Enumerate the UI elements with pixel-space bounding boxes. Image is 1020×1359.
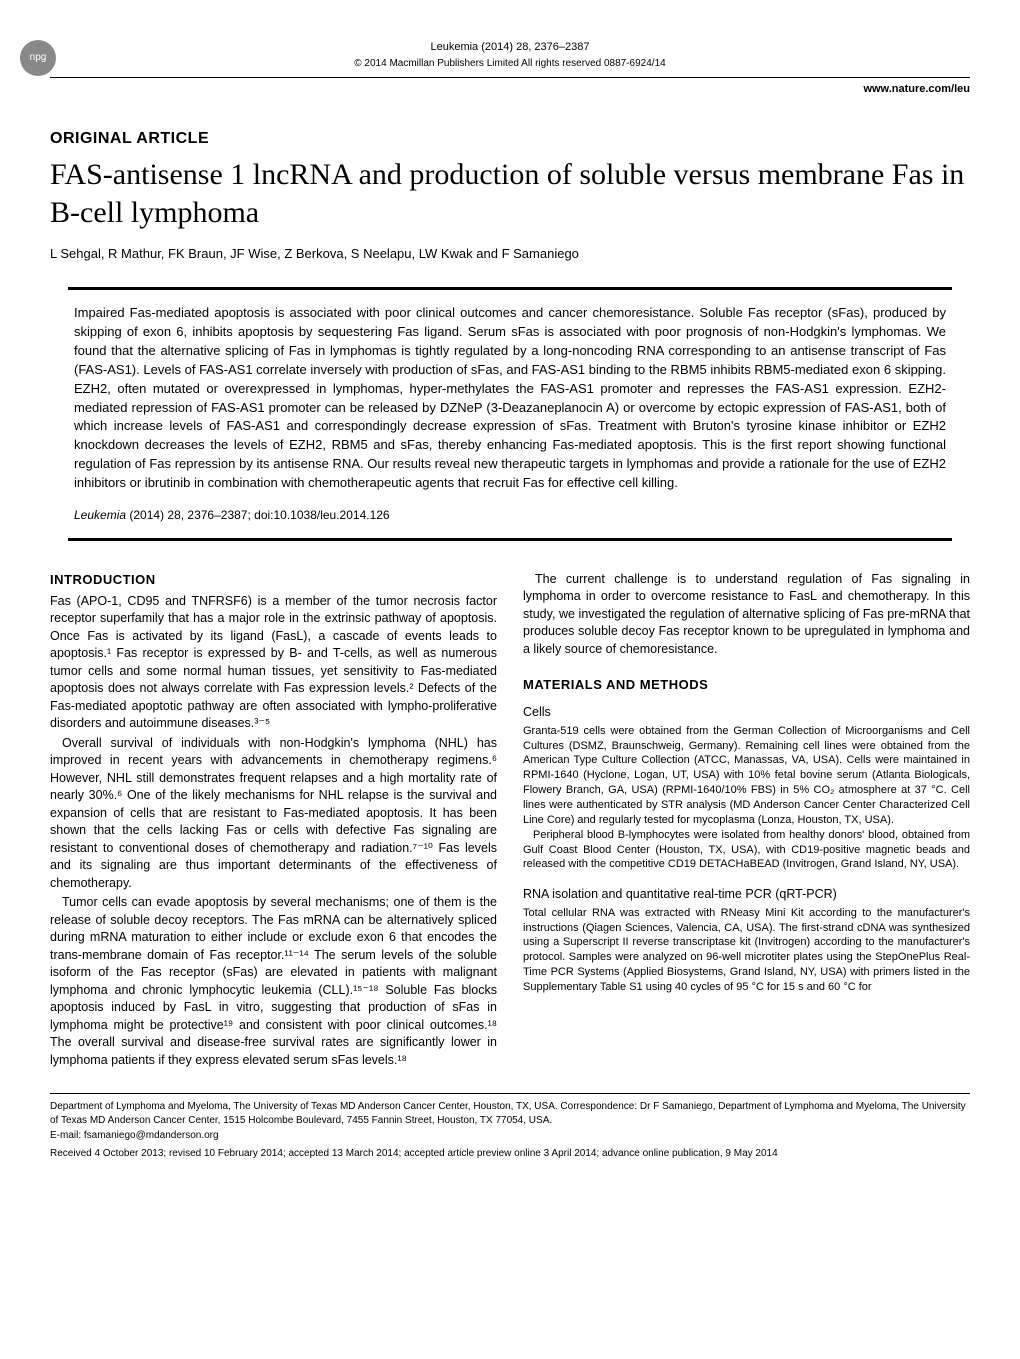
methods-heading: MATERIALS AND METHODS [523,676,970,694]
correspondence-email: E-mail: fsamaniego@mdanderson.org [50,1129,970,1143]
publication-dates: Received 4 October 2013; revised 10 Febr… [50,1147,970,1161]
citation-journal: Leukemia [74,508,126,522]
right-column: The current challenge is to understand r… [523,571,970,1072]
cells-paragraph: Peripheral blood B-lymphocytes were isol… [523,828,970,873]
abstract-box: Impaired Fas-mediated apoptosis is assoc… [68,287,952,540]
cells-subheading: Cells [523,704,970,722]
intro-paragraph: Tumor cells can evade apoptosis by sever… [50,894,497,1069]
intro-continuation: The current challenge is to understand r… [523,571,970,659]
journal-line: Leukemia (2014) 28, 2376–2387 [50,40,970,55]
intro-paragraph: Overall survival of individuals with non… [50,735,497,893]
left-column: INTRODUCTION Fas (APO-1, CD95 and TNFRSF… [50,571,497,1072]
rna-subheading: RNA isolation and quantitative real-time… [523,886,970,904]
authors-line: L Sehgal, R Mathur, FK Braun, JF Wise, Z… [50,245,970,263]
header: Leukemia (2014) 28, 2376–2387 © 2014 Mac… [50,40,970,71]
journal-url: www.nature.com/leu [50,82,970,97]
copyright-line: © 2014 Macmillan Publishers Limited All … [50,57,970,71]
cells-paragraph: Granta-519 cells were obtained from the … [523,724,970,828]
citation-details: (2014) 28, 2376–2387; doi:10.1038/leu.20… [129,508,389,522]
intro-paragraph: Fas (APO-1, CD95 and TNFRSF6) is a membe… [50,593,497,733]
intro-heading: INTRODUCTION [50,571,497,589]
article-type: ORIGINAL ARTICLE [50,128,970,150]
citation: Leukemia (2014) 28, 2376–2387; doi:10.10… [74,507,946,524]
two-column-body: INTRODUCTION Fas (APO-1, CD95 and TNFRSF… [50,571,970,1072]
footer-divider [50,1093,970,1094]
abstract-text: Impaired Fas-mediated apoptosis is assoc… [74,304,946,492]
affiliation: Department of Lymphoma and Myeloma, The … [50,1100,970,1127]
header-divider [50,77,970,78]
article-title: FAS-antisense 1 lncRNA and production of… [50,156,970,231]
rna-paragraph: Total cellular RNA was extracted with RN… [523,906,970,995]
publisher-badge: npg [20,40,56,76]
